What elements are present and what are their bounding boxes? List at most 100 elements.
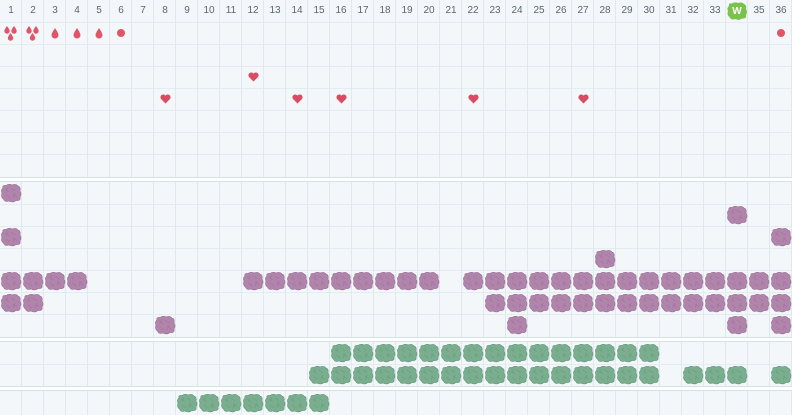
green-blob-icon[interactable] [352, 342, 374, 364]
green-blob-icon[interactable] [418, 364, 440, 386]
purple-blob-icon[interactable] [726, 270, 748, 292]
purple-blob-icon[interactable] [0, 292, 22, 314]
green-blob-icon[interactable] [198, 392, 220, 414]
purple-blob-icon[interactable] [682, 270, 704, 292]
green-blob-icon[interactable] [220, 392, 242, 414]
purple-blob-icon[interactable] [638, 270, 660, 292]
green-blob-icon[interactable] [462, 342, 484, 364]
green-blob-icon[interactable] [418, 342, 440, 364]
green-blob-icon[interactable] [352, 364, 374, 386]
purple-blob-icon[interactable] [616, 270, 638, 292]
purple-blob-icon[interactable] [748, 292, 770, 314]
purple-blob-icon[interactable] [704, 292, 726, 314]
purple-blob-icon[interactable] [594, 270, 616, 292]
purple-blob-icon[interactable] [528, 270, 550, 292]
purple-blob-icon[interactable] [616, 292, 638, 314]
green-blob-icon[interactable] [638, 342, 660, 364]
green-blob-icon[interactable] [484, 364, 506, 386]
green-blob-icon[interactable] [594, 342, 616, 364]
green-blob-icon[interactable] [176, 392, 198, 414]
heart-icon[interactable] [286, 88, 308, 110]
heart-icon[interactable] [242, 66, 264, 88]
green-blob-icon[interactable] [440, 364, 462, 386]
green-blob-icon[interactable] [374, 364, 396, 386]
green-blob-icon[interactable] [308, 364, 330, 386]
green-blob-icon[interactable] [308, 392, 330, 414]
badge-w[interactable]: W [726, 0, 748, 22]
purple-blob-icon[interactable] [528, 292, 550, 314]
drop-icon[interactable] [88, 22, 110, 44]
purple-blob-icon[interactable] [0, 270, 22, 292]
green-blob-icon[interactable] [440, 342, 462, 364]
purple-blob-icon[interactable] [286, 270, 308, 292]
green-blob-icon[interactable] [484, 342, 506, 364]
purple-blob-icon[interactable] [638, 292, 660, 314]
green-blob-icon[interactable] [550, 342, 572, 364]
drop-icon[interactable] [66, 22, 88, 44]
heart-icon[interactable] [572, 88, 594, 110]
purple-blob-icon[interactable] [726, 292, 748, 314]
purple-blob-icon[interactable] [550, 292, 572, 314]
green-blob-icon[interactable] [550, 364, 572, 386]
green-blob-icon[interactable] [374, 342, 396, 364]
green-blob-icon[interactable] [704, 364, 726, 386]
purple-blob-icon[interactable] [726, 204, 748, 226]
green-blob-icon[interactable] [330, 364, 352, 386]
purple-blob-icon[interactable] [704, 270, 726, 292]
purple-blob-icon[interactable] [418, 270, 440, 292]
purple-blob-icon[interactable] [660, 270, 682, 292]
purple-blob-icon[interactable] [572, 270, 594, 292]
green-blob-icon[interactable] [330, 342, 352, 364]
heart-icon[interactable] [154, 88, 176, 110]
green-blob-icon[interactable] [506, 364, 528, 386]
purple-blob-icon[interactable] [770, 292, 792, 314]
purple-blob-icon[interactable] [0, 226, 22, 248]
purple-blob-icon[interactable] [506, 270, 528, 292]
purple-blob-icon[interactable] [682, 292, 704, 314]
double-drop-icon[interactable] [0, 22, 22, 44]
purple-blob-icon[interactable] [506, 314, 528, 336]
green-blob-icon[interactable] [726, 364, 748, 386]
green-blob-icon[interactable] [682, 364, 704, 386]
green-blob-icon[interactable] [528, 364, 550, 386]
purple-blob-icon[interactable] [330, 270, 352, 292]
purple-blob-icon[interactable] [660, 292, 682, 314]
green-blob-icon[interactable] [770, 364, 792, 386]
green-blob-icon[interactable] [528, 342, 550, 364]
green-blob-icon[interactable] [616, 364, 638, 386]
purple-blob-icon[interactable] [22, 292, 44, 314]
green-blob-icon[interactable] [286, 392, 308, 414]
green-blob-icon[interactable] [264, 392, 286, 414]
purple-blob-icon[interactable] [770, 314, 792, 336]
green-blob-icon[interactable] [462, 364, 484, 386]
purple-blob-icon[interactable] [462, 270, 484, 292]
green-blob-icon[interactable] [396, 342, 418, 364]
purple-blob-icon[interactable] [0, 182, 22, 204]
purple-blob-icon[interactable] [242, 270, 264, 292]
purple-blob-icon[interactable] [66, 270, 88, 292]
green-blob-icon[interactable] [594, 364, 616, 386]
purple-blob-icon[interactable] [264, 270, 286, 292]
purple-blob-icon[interactable] [726, 314, 748, 336]
purple-blob-icon[interactable] [770, 226, 792, 248]
green-blob-icon[interactable] [506, 342, 528, 364]
purple-blob-icon[interactable] [572, 292, 594, 314]
purple-blob-icon[interactable] [484, 270, 506, 292]
green-blob-icon[interactable] [638, 364, 660, 386]
purple-blob-icon[interactable] [396, 270, 418, 292]
purple-blob-icon[interactable] [352, 270, 374, 292]
purple-blob-icon[interactable] [550, 270, 572, 292]
green-blob-icon[interactable] [616, 342, 638, 364]
green-blob-icon[interactable] [572, 364, 594, 386]
purple-blob-icon[interactable] [154, 314, 176, 336]
dot-icon[interactable] [110, 22, 132, 44]
drop-icon[interactable] [44, 22, 66, 44]
dot-icon[interactable] [770, 22, 792, 44]
purple-blob-icon[interactable] [506, 292, 528, 314]
green-blob-icon[interactable] [242, 392, 264, 414]
double-drop-icon[interactable] [22, 22, 44, 44]
purple-blob-icon[interactable] [770, 270, 792, 292]
heart-icon[interactable] [462, 88, 484, 110]
purple-blob-icon[interactable] [748, 270, 770, 292]
green-blob-icon[interactable] [396, 364, 418, 386]
